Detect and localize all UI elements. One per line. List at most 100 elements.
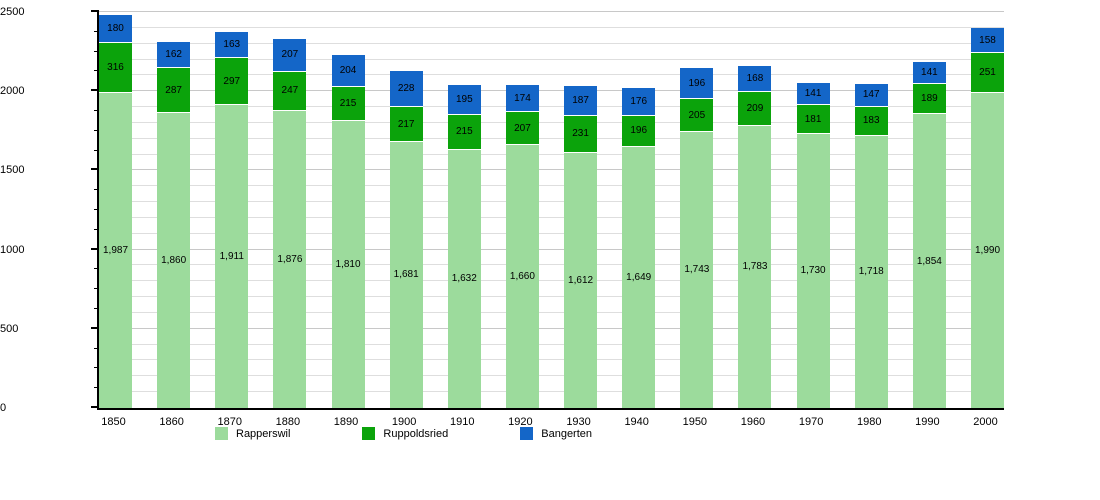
x-axis-label: 1990 bbox=[915, 416, 940, 428]
bar-segment-rapperswil: 1,911 bbox=[215, 105, 249, 408]
bar-segment-bangerten: 168 bbox=[738, 65, 772, 93]
y-axis-major-tick bbox=[91, 326, 99, 329]
bar-value-label: 1,612 bbox=[568, 274, 594, 286]
bar-group: 1,730 181 141 bbox=[796, 12, 830, 408]
bar-segment-bangerten: 163 bbox=[215, 32, 249, 59]
gridline bbox=[99, 201, 1004, 203]
bar-value-label: 168 bbox=[746, 73, 764, 85]
x-axis-label: 1850 bbox=[101, 416, 126, 428]
bar-segment-bangerten: 228 bbox=[389, 71, 423, 108]
bar-value-label: 180 bbox=[107, 22, 124, 34]
bar-value-label: 215 bbox=[455, 126, 473, 138]
bar-value-label: 297 bbox=[223, 75, 241, 87]
legend-label: Ruppoldsried bbox=[383, 427, 449, 440]
bar-value-label: 196 bbox=[688, 77, 706, 89]
bar-segment-ruppoldsried: 183 bbox=[854, 106, 888, 136]
bar-value-label: 163 bbox=[223, 39, 241, 51]
y-axis-minor-tick bbox=[94, 367, 99, 369]
y-axis-minor-tick bbox=[94, 50, 99, 52]
bar-segment-ruppoldsried: 189 bbox=[912, 84, 946, 115]
bar-segment-ruppoldsried: 247 bbox=[273, 71, 307, 111]
bar-segment-ruppoldsried: 215 bbox=[331, 87, 365, 122]
gridline bbox=[99, 11, 1004, 12]
bar-segment-rapperswil: 1,718 bbox=[854, 135, 888, 408]
bar-group: 1,743 205 196 bbox=[680, 12, 714, 408]
x-axis-label: 1860 bbox=[159, 416, 184, 428]
bar-segment-bangerten: 195 bbox=[447, 84, 481, 116]
y-axis-minor-tick bbox=[94, 70, 99, 72]
gridline bbox=[99, 42, 1004, 44]
bar-value-label: 1,718 bbox=[858, 266, 884, 278]
bar-segment-bangerten: 158 bbox=[971, 28, 1004, 54]
gridline bbox=[99, 296, 1004, 298]
legend-item-rapperswil: Rapperswil bbox=[215, 427, 290, 440]
x-axis-label: 1900 bbox=[391, 416, 417, 428]
gridline bbox=[99, 74, 1004, 76]
bar-group: 1,612 231 187 bbox=[564, 12, 598, 408]
x-axis-label: 1870 bbox=[217, 416, 242, 428]
bar-segment-rapperswil: 1,987 bbox=[99, 93, 132, 408]
y-axis-minor-tick bbox=[94, 189, 99, 191]
bar-segment-ruppoldsried: 207 bbox=[505, 112, 539, 146]
bar-value-label: 158 bbox=[979, 34, 996, 46]
bar-value-label: 189 bbox=[921, 93, 938, 105]
bar-value-label: 1,876 bbox=[277, 253, 303, 265]
bar-value-label: 1,681 bbox=[393, 269, 419, 281]
bar-segment-rapperswil: 1,854 bbox=[912, 114, 946, 408]
y-axis-major-tick bbox=[91, 89, 99, 92]
bar-value-label: 231 bbox=[572, 128, 589, 140]
bar-group: 1,854 189 141 bbox=[912, 12, 946, 408]
bar-segment-ruppoldsried: 205 bbox=[680, 99, 714, 132]
bar-segment-bangerten: 141 bbox=[796, 82, 830, 106]
y-axis-minor-tick bbox=[94, 268, 99, 270]
bar-value-label: 1,743 bbox=[684, 264, 710, 276]
x-axis-label: 1910 bbox=[450, 416, 475, 428]
bar-value-label: 1,660 bbox=[509, 271, 535, 283]
legend-label: Rapperswil bbox=[236, 427, 291, 440]
bar-segment-bangerten: 196 bbox=[680, 68, 714, 100]
y-axis-minor-tick bbox=[94, 347, 99, 349]
bar-group: 1,649 196 176 bbox=[622, 12, 656, 408]
bar-value-label: 196 bbox=[630, 125, 648, 137]
bar-segment-rapperswil: 1,876 bbox=[273, 110, 307, 408]
bar-segment-bangerten: 162 bbox=[157, 42, 191, 68]
legend-item-ruppoldsried: Ruppoldsried bbox=[362, 427, 448, 440]
y-axis-major-tick bbox=[91, 406, 99, 408]
bar-segment-ruppoldsried: 217 bbox=[389, 107, 423, 142]
y-axis-major-tick bbox=[91, 10, 99, 12]
bar-group: 1,632 215 195 bbox=[447, 12, 481, 408]
bar-value-label: 209 bbox=[746, 103, 764, 115]
gridline bbox=[99, 169, 1004, 171]
x-axis-label: 1980 bbox=[856, 416, 882, 428]
bar-value-label: 215 bbox=[339, 98, 357, 110]
bar-segment-rapperswil: 1,612 bbox=[564, 152, 598, 408]
bar-value-label: 207 bbox=[514, 122, 531, 134]
bar-segment-ruppoldsried: 287 bbox=[157, 67, 191, 114]
bar-segment-ruppoldsried: 215 bbox=[447, 115, 481, 150]
gridline bbox=[99, 375, 1004, 377]
gridline bbox=[99, 216, 1004, 218]
y-axis-minor-tick bbox=[94, 149, 99, 151]
bar-group: 1,876 247 207 bbox=[273, 12, 307, 408]
bar-group: 1,911 297 163 bbox=[215, 12, 249, 408]
bar-value-label: 1,649 bbox=[626, 271, 652, 283]
y-axis-minor-tick bbox=[94, 288, 99, 290]
bar-segment-rapperswil: 1,681 bbox=[389, 141, 423, 408]
x-axis-label: 1940 bbox=[624, 416, 649, 428]
bar-segment-rapperswil: 1,783 bbox=[738, 125, 772, 408]
bar-group: 1,987 316 180 bbox=[99, 12, 132, 408]
bar-group: 1,718 183 147 bbox=[854, 12, 888, 408]
bar-value-label: 181 bbox=[804, 113, 822, 125]
bar-group: 1,660 207 174 bbox=[505, 12, 539, 408]
bar-segment-bangerten: 176 bbox=[622, 87, 656, 116]
bar-segment-rapperswil: 1,632 bbox=[447, 149, 481, 408]
bar-value-label: 1,990 bbox=[974, 244, 1001, 256]
bar-segment-ruppoldsried: 316 bbox=[99, 43, 132, 94]
gridline bbox=[99, 391, 1004, 393]
x-axis-label: 1880 bbox=[275, 416, 301, 428]
bar-segment-rapperswil: 1,860 bbox=[157, 113, 191, 408]
bar-group: 1,810 215 204 bbox=[331, 12, 365, 408]
gridline bbox=[99, 264, 1004, 266]
bar-segment-ruppoldsried: 231 bbox=[564, 116, 598, 153]
